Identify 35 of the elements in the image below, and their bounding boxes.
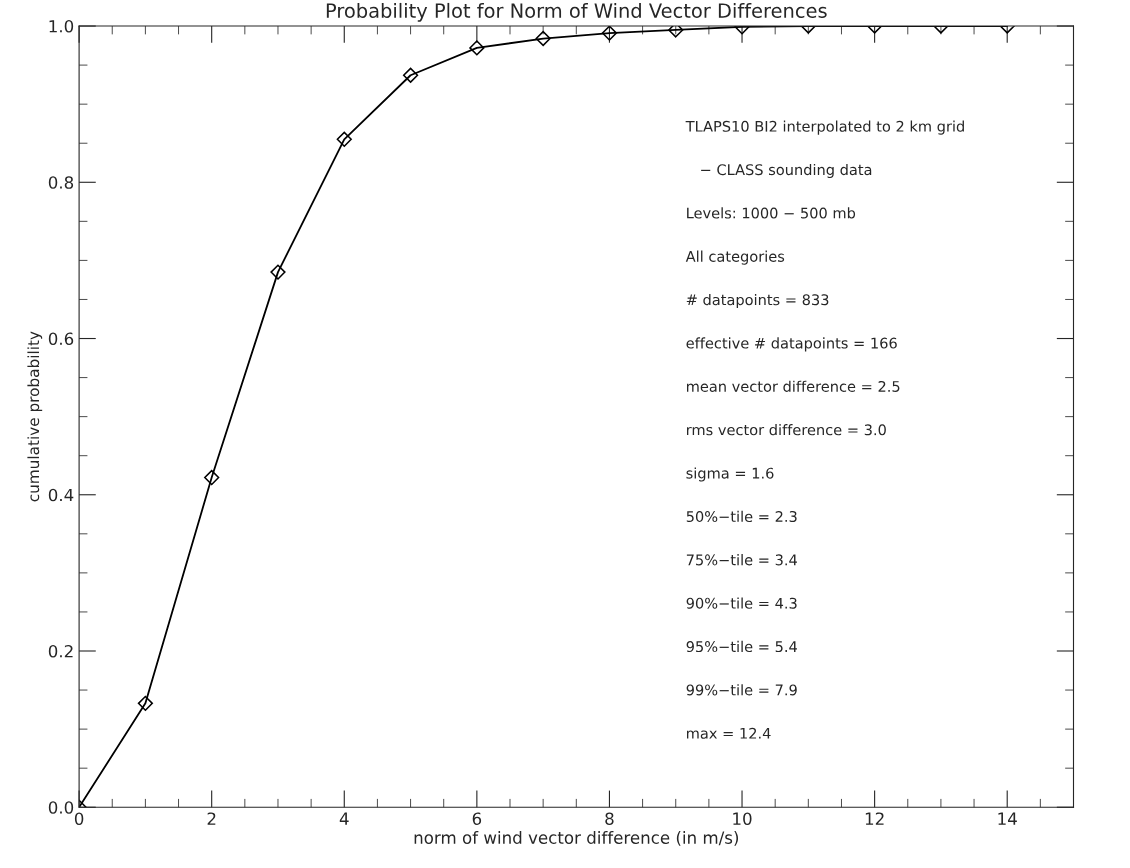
annotation: TLAPS10 BI2 interpolated to 2 km grid [685, 120, 964, 135]
point [270, 264, 286, 280]
annotation: effective # datapoints = 166 [686, 337, 897, 352]
x-axis-title: norm of wind vector difference (in m/s) [414, 831, 739, 846]
annotation: Levels: 1000 − 500 mb [687, 207, 856, 219]
annotation: 90%−tile = 4.3 [686, 597, 797, 609]
annotation: 50%−tile = 2.3 [686, 510, 797, 523]
y-tick-label: 0.8 [48, 176, 74, 189]
annotation: All categories [685, 250, 785, 265]
y-tick-label: 0.2 [48, 644, 73, 658]
chart-title: Probability Plot for Norm of Wind Vector Differences [326, 2, 827, 22]
annotation: sigma = 1.6 [686, 467, 774, 482]
x-tick-label: 12 [865, 812, 884, 825]
y-tick-label: 0.0 [48, 801, 74, 814]
annotation: 95%−tile = 5.4 [686, 640, 797, 653]
annotation: # datapoints = 833 [686, 293, 829, 309]
x-tick-label: 8 [605, 812, 614, 825]
y-tick-label: 1.0 [49, 20, 74, 33]
point [668, 26, 684, 38]
annotation: 75%−tile = 3.4 [686, 554, 797, 566]
x-tick-label: 10 [733, 812, 752, 825]
x-tick-label: 0 [74, 812, 84, 825]
x-tick-label: 14 [998, 812, 1017, 825]
y-tick-label: 0.4 [48, 488, 74, 502]
y-tick-label: 0.6 [48, 332, 74, 346]
annotation: 99%−tile = 7.9 [686, 684, 797, 696]
x-tick-label: 2 [207, 812, 216, 825]
annotation: max = 12.4 [687, 727, 771, 739]
y-axis-title: cumulative probability [27, 331, 43, 502]
x-tick-label: 4 [339, 812, 349, 825]
annotation: rms vector difference = 3.0 [687, 424, 886, 436]
annotation: mean vector difference = 2.5 [687, 380, 900, 392]
point [204, 469, 220, 486]
x-tick-label: 6 [472, 812, 482, 825]
annotation: − CLASS sounding data [701, 163, 872, 179]
